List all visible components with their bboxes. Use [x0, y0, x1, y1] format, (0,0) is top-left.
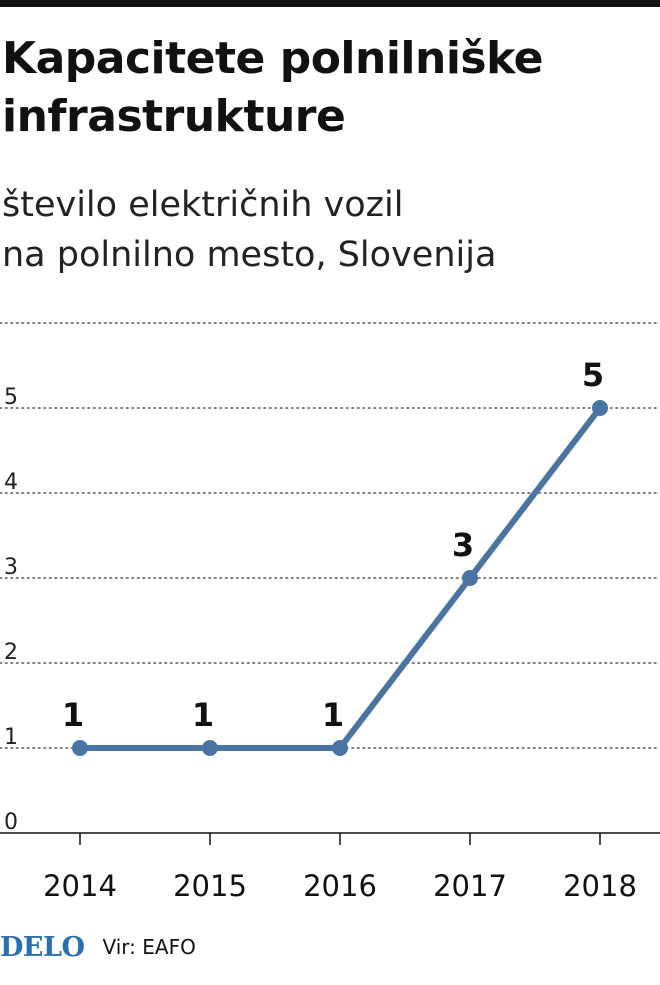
data-label: 1	[322, 696, 344, 734]
x-tick-label: 2017	[433, 869, 507, 900]
chart-subtitle: število električnih vozil na polnilno me…	[2, 180, 658, 280]
data-point	[462, 570, 478, 586]
footer: DELO Vir: EAFO	[0, 930, 196, 964]
data-label: 1	[192, 696, 214, 734]
data-points	[72, 400, 608, 756]
x-tick-label: 2015	[173, 869, 247, 900]
subtitle-line-2: na polnilno mesto, Slovenija	[2, 235, 497, 275]
y-tick-label: 3	[4, 555, 18, 580]
x-tick-label: 2018	[563, 869, 637, 900]
data-labels: 1 1 1 3 5	[62, 356, 604, 734]
x-tick-label: 2016	[303, 869, 377, 900]
data-point	[592, 400, 608, 416]
chart-title: Kapacitete polnilniške infrastrukture	[2, 33, 544, 142]
data-point	[332, 740, 348, 756]
y-tick-label: 5	[4, 385, 18, 410]
subtitle-line-1: število električnih vozil	[2, 185, 404, 225]
top-rule	[0, 0, 660, 7]
line-chart: 0 1 2 3 4 5 2014 2015 2016 2017 2018 1 1 1 3 5	[0, 322, 660, 900]
x-axis-ticks: 2014 2015 2016 2017 2018	[43, 833, 637, 900]
delo-logo: DELO	[0, 931, 85, 963]
y-tick-label: 4	[4, 470, 18, 495]
data-point	[72, 740, 88, 756]
data-label: 5	[582, 356, 604, 394]
y-tick-label: 2	[4, 640, 18, 665]
data-label: 1	[62, 696, 84, 734]
data-point	[202, 740, 218, 756]
gridlines	[0, 322, 660, 749]
x-tick-label: 2014	[43, 869, 117, 900]
y-tick-label: 1	[4, 725, 18, 750]
y-axis-ticks: 0 1 2 3 4 5	[4, 385, 18, 835]
data-label: 3	[452, 526, 474, 564]
y-tick-label: 0	[4, 810, 18, 835]
source-note: Vir: EAFO	[102, 935, 196, 959]
